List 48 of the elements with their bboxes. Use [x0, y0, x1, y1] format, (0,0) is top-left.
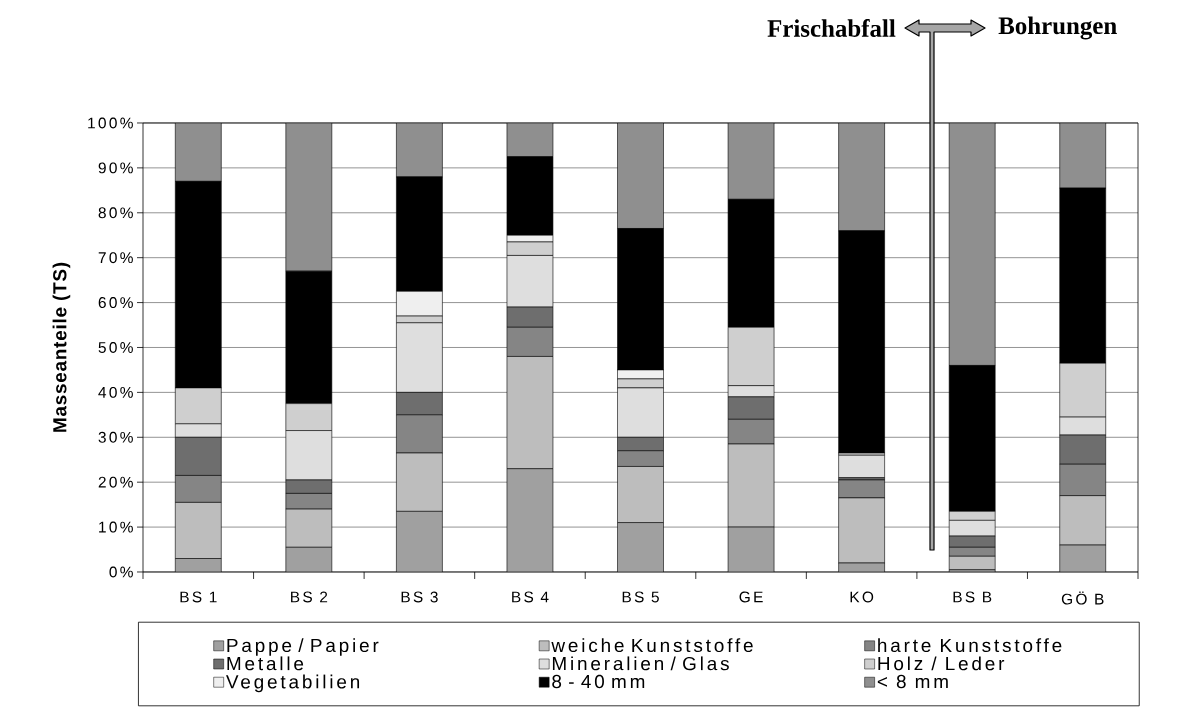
- bar: [1059, 544, 1107, 572]
- x-tick-label: BS 4: [512, 591, 549, 603]
- y-axis-title: Masseanteile (TS): [52, 262, 71, 432]
- x-tick-label: BS 2: [291, 591, 328, 603]
- bar: [396, 122, 443, 178]
- legend-label: Metalle: [227, 656, 304, 671]
- y-tick-label: 100%: [88, 117, 133, 129]
- legend-label: Holz / Leder: [878, 656, 1005, 671]
- y-tick-label: 40%: [98, 386, 133, 398]
- x-tick-label: BS B: [953, 591, 992, 603]
- bar: [948, 122, 996, 366]
- legend-label: Vegetabilien: [226, 674, 360, 693]
- y-tick-label: 80%: [98, 207, 133, 219]
- bar: [174, 122, 222, 182]
- x-tick-label: GE: [739, 591, 763, 603]
- legend-label: 8 - 40 mm: [552, 674, 645, 689]
- bar: [617, 522, 664, 572]
- bar: [727, 526, 775, 572]
- y-tick-label: 30%: [98, 431, 133, 443]
- y-tick-label: 50%: [98, 342, 133, 353]
- x-tick-label: BS 3: [401, 591, 438, 603]
- bar: [727, 122, 775, 200]
- bar: [396, 511, 443, 572]
- bar: [617, 122, 664, 229]
- bar: [506, 122, 554, 157]
- bar: [506, 468, 554, 572]
- legend-label: < 8 mm: [877, 674, 948, 689]
- y-tick-label: 60%: [98, 297, 133, 309]
- y-tick-label: 90%: [98, 162, 133, 174]
- text: Bohrungen: [998, 16, 1117, 40]
- bar: [285, 122, 333, 272]
- y-tick-label: 10%: [99, 521, 133, 533]
- y-tick-label: 20%: [98, 476, 133, 488]
- bar: [838, 454, 885, 478]
- x-tick-label: BS 5: [622, 591, 659, 603]
- y-tick-label: 70%: [98, 252, 133, 264]
- bar: [1059, 122, 1107, 189]
- bar: [838, 122, 885, 232]
- legend-label: Pappe / Papier: [227, 638, 379, 656]
- x-tick-label: BS 1: [180, 591, 217, 603]
- x-tick-label: KO: [850, 591, 874, 603]
- bar: [285, 546, 333, 572]
- legend-label: weiche Kunststoffe: [551, 638, 753, 653]
- legend-label: Mineralien / Glas: [552, 656, 729, 671]
- y-tick-label: 0%: [109, 566, 133, 578]
- text: Frischabfall: [767, 19, 896, 37]
- legend-label: harte Kunststoffe: [878, 638, 1062, 653]
- x-tick-label: GÖ B: [1061, 591, 1104, 605]
